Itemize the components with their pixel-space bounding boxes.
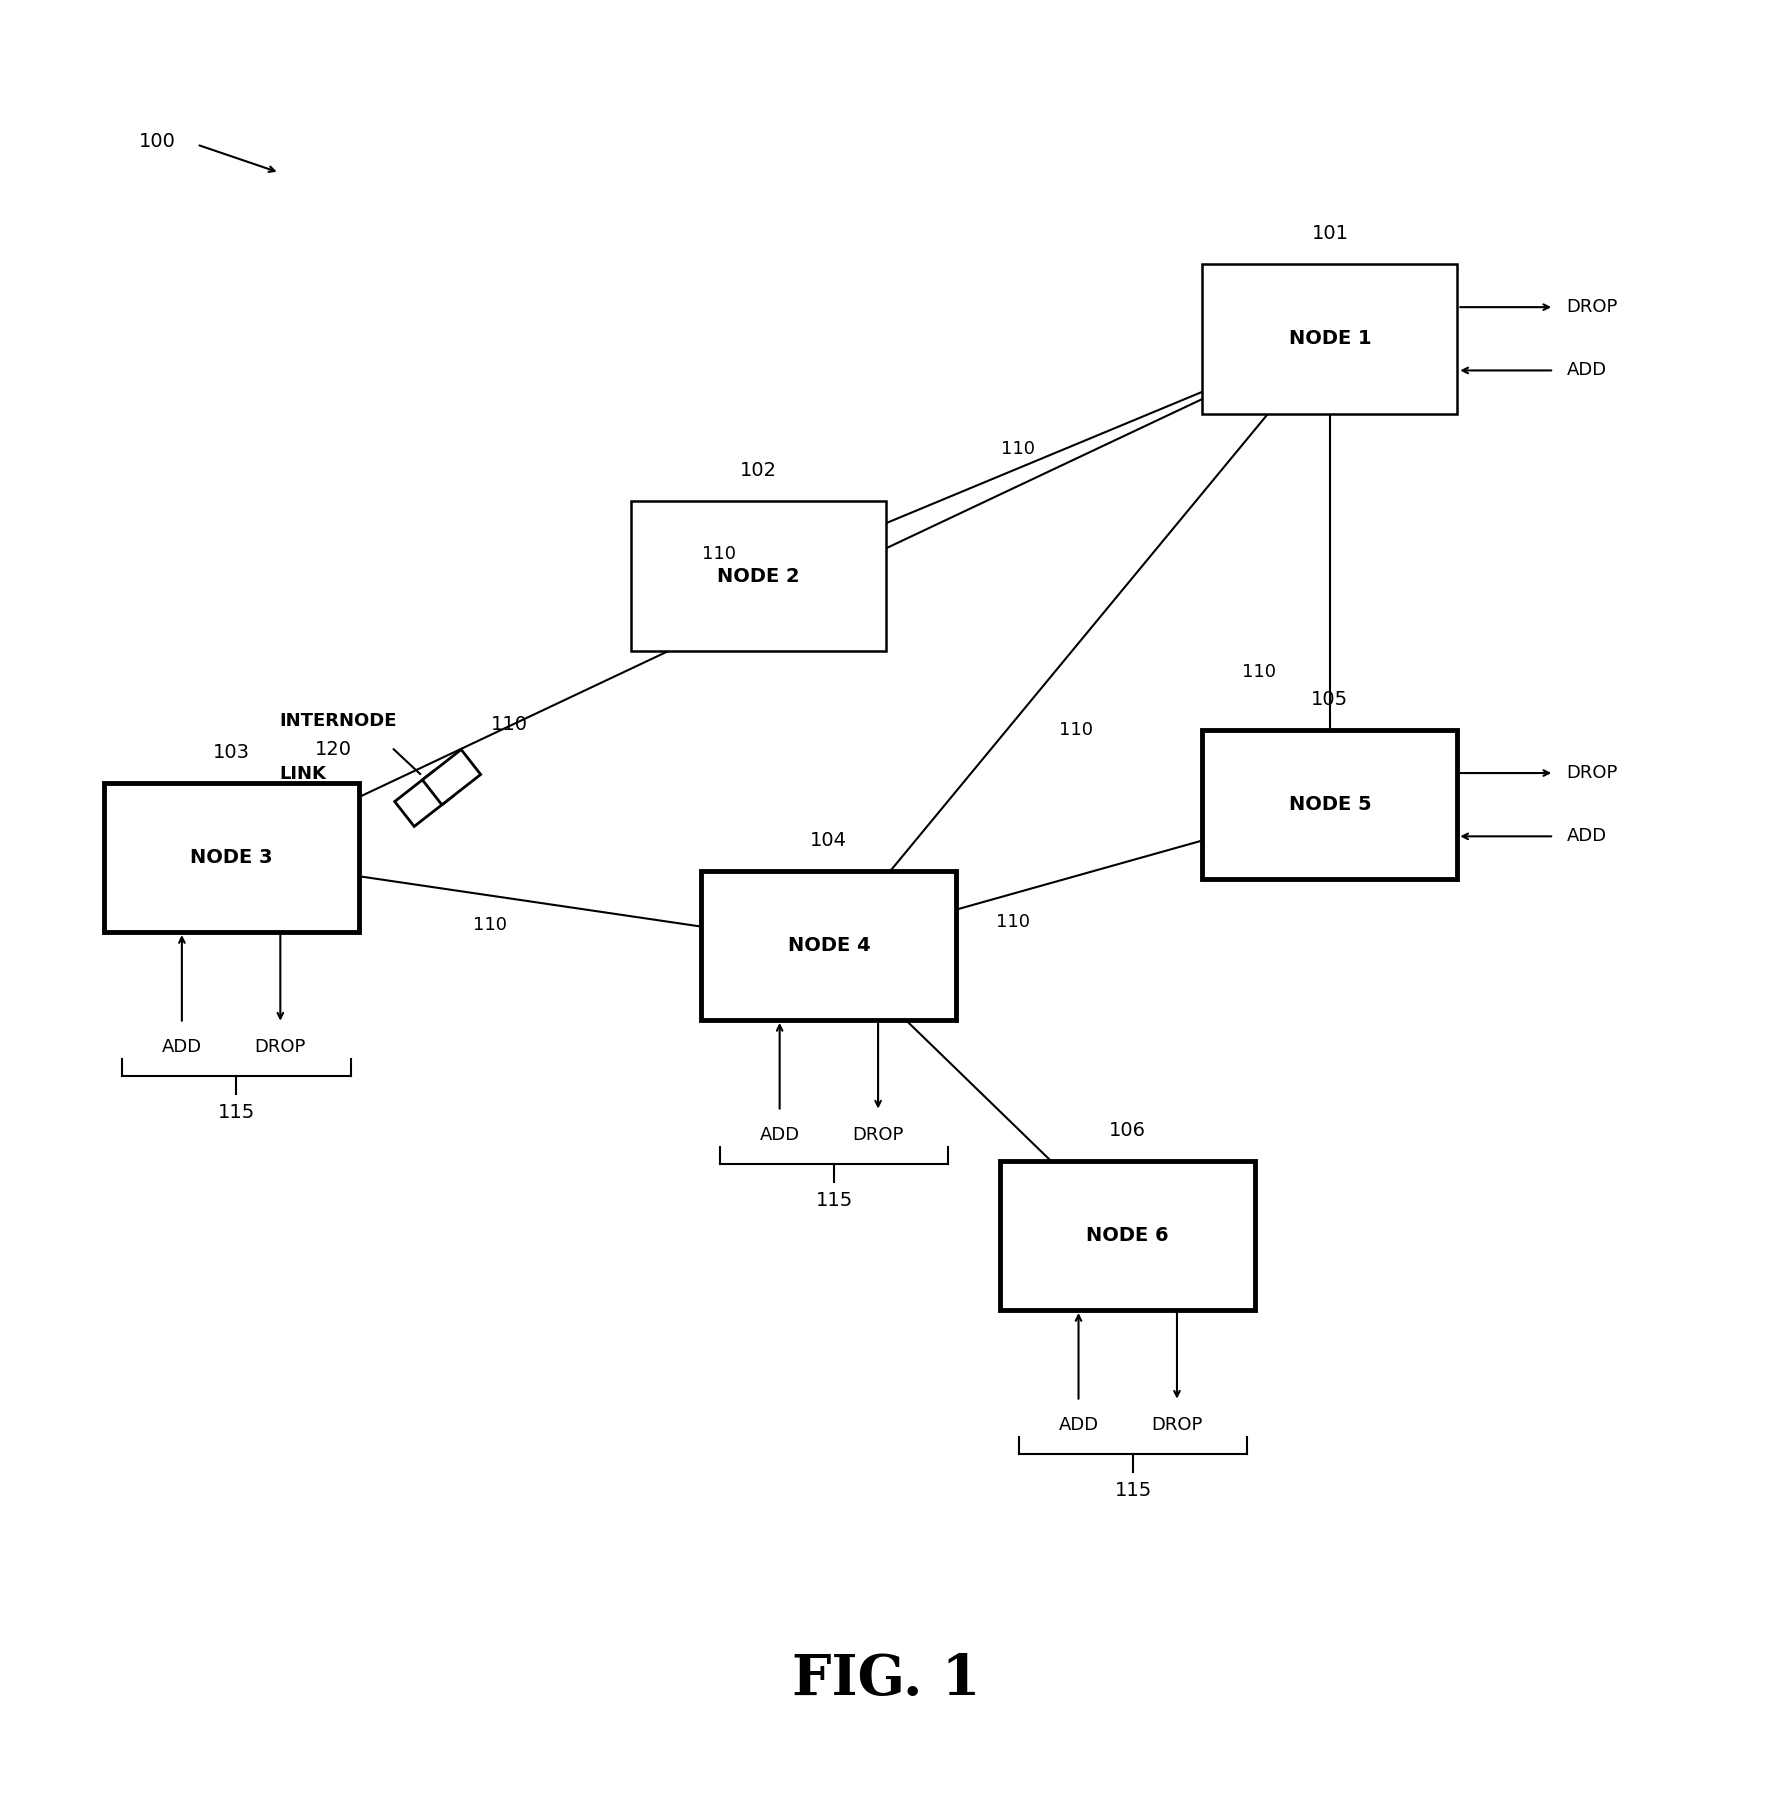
Bar: [1203, 264, 1457, 414]
Text: NODE 6: NODE 6: [1086, 1225, 1170, 1245]
Text: DROP: DROP: [1566, 764, 1618, 782]
Bar: [999, 1161, 1255, 1310]
Text: NODE 1: NODE 1: [1288, 330, 1372, 348]
Text: 115: 115: [815, 1191, 852, 1209]
Text: 110: 110: [1242, 664, 1276, 682]
Text: NODE 3: NODE 3: [190, 849, 273, 867]
Text: 110: 110: [491, 716, 528, 734]
Text: LINK: LINK: [280, 766, 326, 784]
Bar: [631, 502, 886, 651]
Text: DROP: DROP: [1152, 1415, 1203, 1433]
Text: ADD: ADD: [1058, 1415, 1099, 1433]
Text: 115: 115: [218, 1103, 255, 1121]
Text: ADD: ADD: [1566, 827, 1607, 845]
Text: 110: 110: [1001, 440, 1035, 457]
Polygon shape: [395, 771, 454, 827]
Text: NODE 2: NODE 2: [718, 567, 799, 585]
Bar: [702, 870, 957, 1021]
Text: 103: 103: [213, 743, 250, 762]
Text: 120: 120: [315, 739, 351, 759]
Text: INTERNODE: INTERNODE: [280, 712, 397, 730]
Text: 105: 105: [1311, 691, 1348, 709]
Text: 102: 102: [741, 461, 778, 481]
Text: ADD: ADD: [760, 1125, 799, 1143]
Text: DROP: DROP: [852, 1125, 904, 1143]
Text: 106: 106: [1109, 1121, 1146, 1139]
Bar: [1203, 730, 1457, 879]
Text: 100: 100: [138, 131, 175, 151]
Polygon shape: [422, 750, 480, 806]
Text: DROP: DROP: [255, 1037, 307, 1055]
Text: NODE 4: NODE 4: [787, 936, 870, 954]
Text: 110: 110: [473, 917, 507, 935]
Text: DROP: DROP: [1566, 298, 1618, 316]
Text: 110: 110: [702, 545, 735, 563]
Text: ADD: ADD: [161, 1037, 202, 1055]
Text: 104: 104: [810, 831, 847, 850]
Text: 101: 101: [1311, 224, 1348, 242]
Text: 115: 115: [1115, 1480, 1152, 1500]
Text: FIG. 1: FIG. 1: [792, 1652, 980, 1706]
Bar: [103, 782, 358, 933]
Text: 110: 110: [1060, 721, 1093, 739]
Text: ADD: ADD: [1566, 361, 1607, 380]
Text: NODE 5: NODE 5: [1288, 795, 1372, 814]
Text: 110: 110: [996, 913, 1030, 931]
